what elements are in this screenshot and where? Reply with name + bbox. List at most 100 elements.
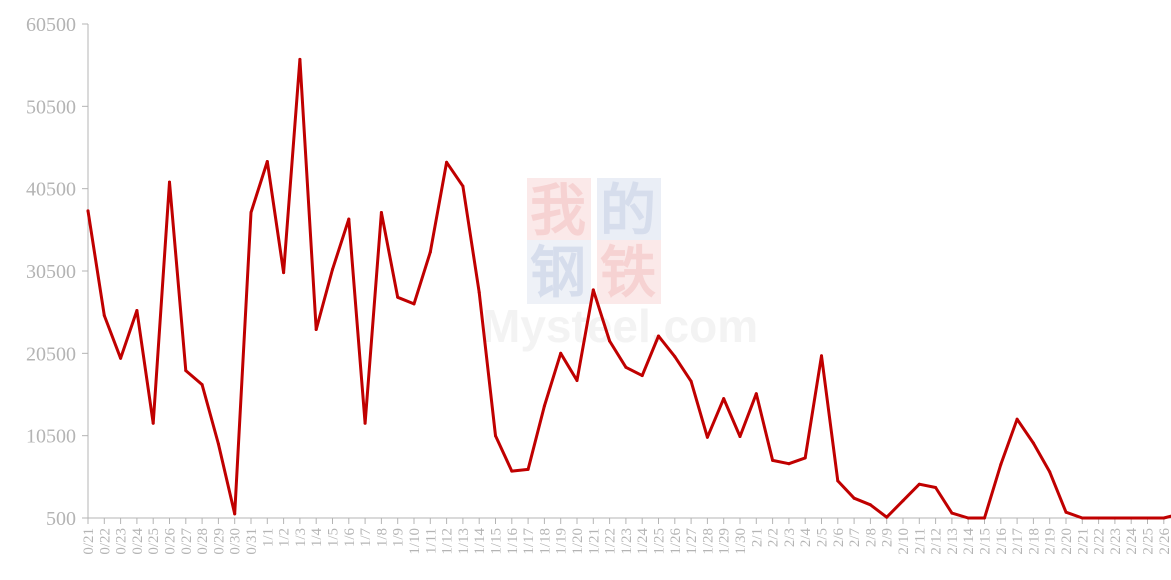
x-tick-label: 1/2 <box>277 528 293 547</box>
data-point <box>412 302 416 306</box>
data-point <box>396 295 400 299</box>
x-tick-label: 2/14 <box>961 528 977 555</box>
data-point <box>689 379 693 383</box>
data-point <box>836 479 840 483</box>
x-tick-label: 0/23 <box>114 528 130 555</box>
x-tick-label: 2/11 <box>912 528 928 554</box>
data-point <box>314 328 318 331</box>
x-tick-label: 0/24 <box>130 528 146 555</box>
x-tick-label: 1/16 <box>505 528 521 555</box>
x-tick-label: 1/1 <box>260 528 276 547</box>
data-point <box>1146 516 1149 520</box>
data-point <box>820 354 823 358</box>
data-point <box>184 369 188 373</box>
series-line <box>86 57 1171 520</box>
x-tick-label: 2/23 <box>1108 528 1124 555</box>
x-tick-label: 2/20 <box>1059 528 1075 555</box>
data-point <box>363 421 367 425</box>
x-tick-label: 2/15 <box>978 528 994 555</box>
data-point <box>477 290 481 294</box>
x-tick-label: 1/21 <box>586 528 602 555</box>
data-point <box>705 435 709 439</box>
x-tick-label: 0/25 <box>146 528 162 555</box>
x-tick-label: 0/27 <box>179 528 195 555</box>
x-tick-label: 2/2 <box>766 528 782 547</box>
x-tick-label: 1/24 <box>635 528 651 555</box>
data-point <box>1113 516 1117 520</box>
x-tick-label: 1/29 <box>717 528 733 555</box>
data-point <box>151 421 155 425</box>
x-tick-label: 1/20 <box>570 528 586 555</box>
x-tick-label: 1/8 <box>374 528 390 547</box>
watermark-text: Mysteel.com <box>482 300 758 352</box>
data-point <box>331 267 334 271</box>
data-point <box>640 374 644 378</box>
x-tick-label: 1/28 <box>700 528 716 555</box>
x-tick-label: 2/16 <box>994 528 1010 555</box>
x-tick-label: 1/27 <box>684 528 700 555</box>
x-tick-label: 2/3 <box>782 528 798 547</box>
x-tick-label: 2/1 <box>749 528 765 547</box>
x-tick-label: 1/19 <box>554 528 570 555</box>
watermark-tile-3 <box>527 240 591 304</box>
data-point <box>624 365 628 369</box>
watermark-tile-4 <box>597 240 661 304</box>
x-tick-label: 2/24 <box>1124 528 1140 555</box>
watermark-char-1: 我 <box>530 178 586 244</box>
x-tick-label: 0/31 <box>244 528 260 555</box>
x-tick-label: 2/9 <box>880 528 896 547</box>
mysteel-watermark: 我 的 钢 铁 Mysteel.com <box>482 178 758 352</box>
x-axis: 0/21 0/22 0/23 0/24 0/25 0/26 0/27 0/28 0/29 0/30… <box>81 517 1171 555</box>
data-point <box>787 462 791 466</box>
data-point <box>901 499 905 503</box>
data-point <box>1097 516 1101 520</box>
x-tick-label: 2/26 <box>1157 528 1171 555</box>
x-tick-label: 2/10 <box>896 528 912 555</box>
watermark-char-4: 铁 <box>600 240 656 306</box>
x-tick-label: 0/22 <box>97 528 113 555</box>
data-point <box>249 211 253 214</box>
x-tick-label: 1/18 <box>537 528 553 555</box>
data-point <box>868 503 872 507</box>
x-tick-label: 1/23 <box>619 528 635 555</box>
data-point <box>445 160 449 164</box>
y-tick-label: 500 <box>46 508 76 530</box>
data-point <box>738 435 742 438</box>
x-tick-label: 1/3 <box>293 528 309 547</box>
data-point <box>771 458 775 462</box>
x-tick-label: 1/17 <box>521 528 537 555</box>
x-tick-label: 1/14 <box>472 528 488 555</box>
data-point <box>999 463 1003 466</box>
data-point <box>966 516 970 520</box>
x-tick-label: 1/11 <box>423 528 439 554</box>
x-tick-label: 2/13 <box>945 528 961 555</box>
x-tick-label: 2/4 <box>798 528 814 548</box>
data-point <box>102 314 106 317</box>
data-point <box>983 516 986 520</box>
watermark-char-3: 钢 <box>530 240 586 306</box>
y-tick-label: 30500 <box>26 261 76 283</box>
series-layer <box>86 57 1171 520</box>
data-point <box>379 211 383 214</box>
data-point <box>86 209 90 213</box>
x-tick-label: 1/4 <box>309 528 325 548</box>
x-tick-label: 1/13 <box>456 528 472 555</box>
data-point <box>542 404 546 408</box>
data-point <box>494 434 497 438</box>
data-point <box>510 469 514 473</box>
x-tick-label: 1/26 <box>668 528 684 555</box>
x-tick-label: 1/25 <box>652 528 668 555</box>
x-tick-label: 1/7 <box>358 528 374 548</box>
x-tick-label: 2/17 <box>1010 528 1026 555</box>
data-point <box>1129 516 1133 520</box>
x-tick-label: 0/29 <box>211 528 227 555</box>
x-tick-label: 2/21 <box>1075 528 1091 555</box>
data-point <box>135 309 139 312</box>
x-tick-label: 2/25 <box>1141 528 1157 555</box>
x-tick-label: 0/26 <box>163 528 179 555</box>
data-point <box>1031 441 1035 445</box>
data-point <box>1162 516 1166 520</box>
x-tick-label: 1/15 <box>489 528 505 555</box>
data-point <box>1015 417 1019 421</box>
